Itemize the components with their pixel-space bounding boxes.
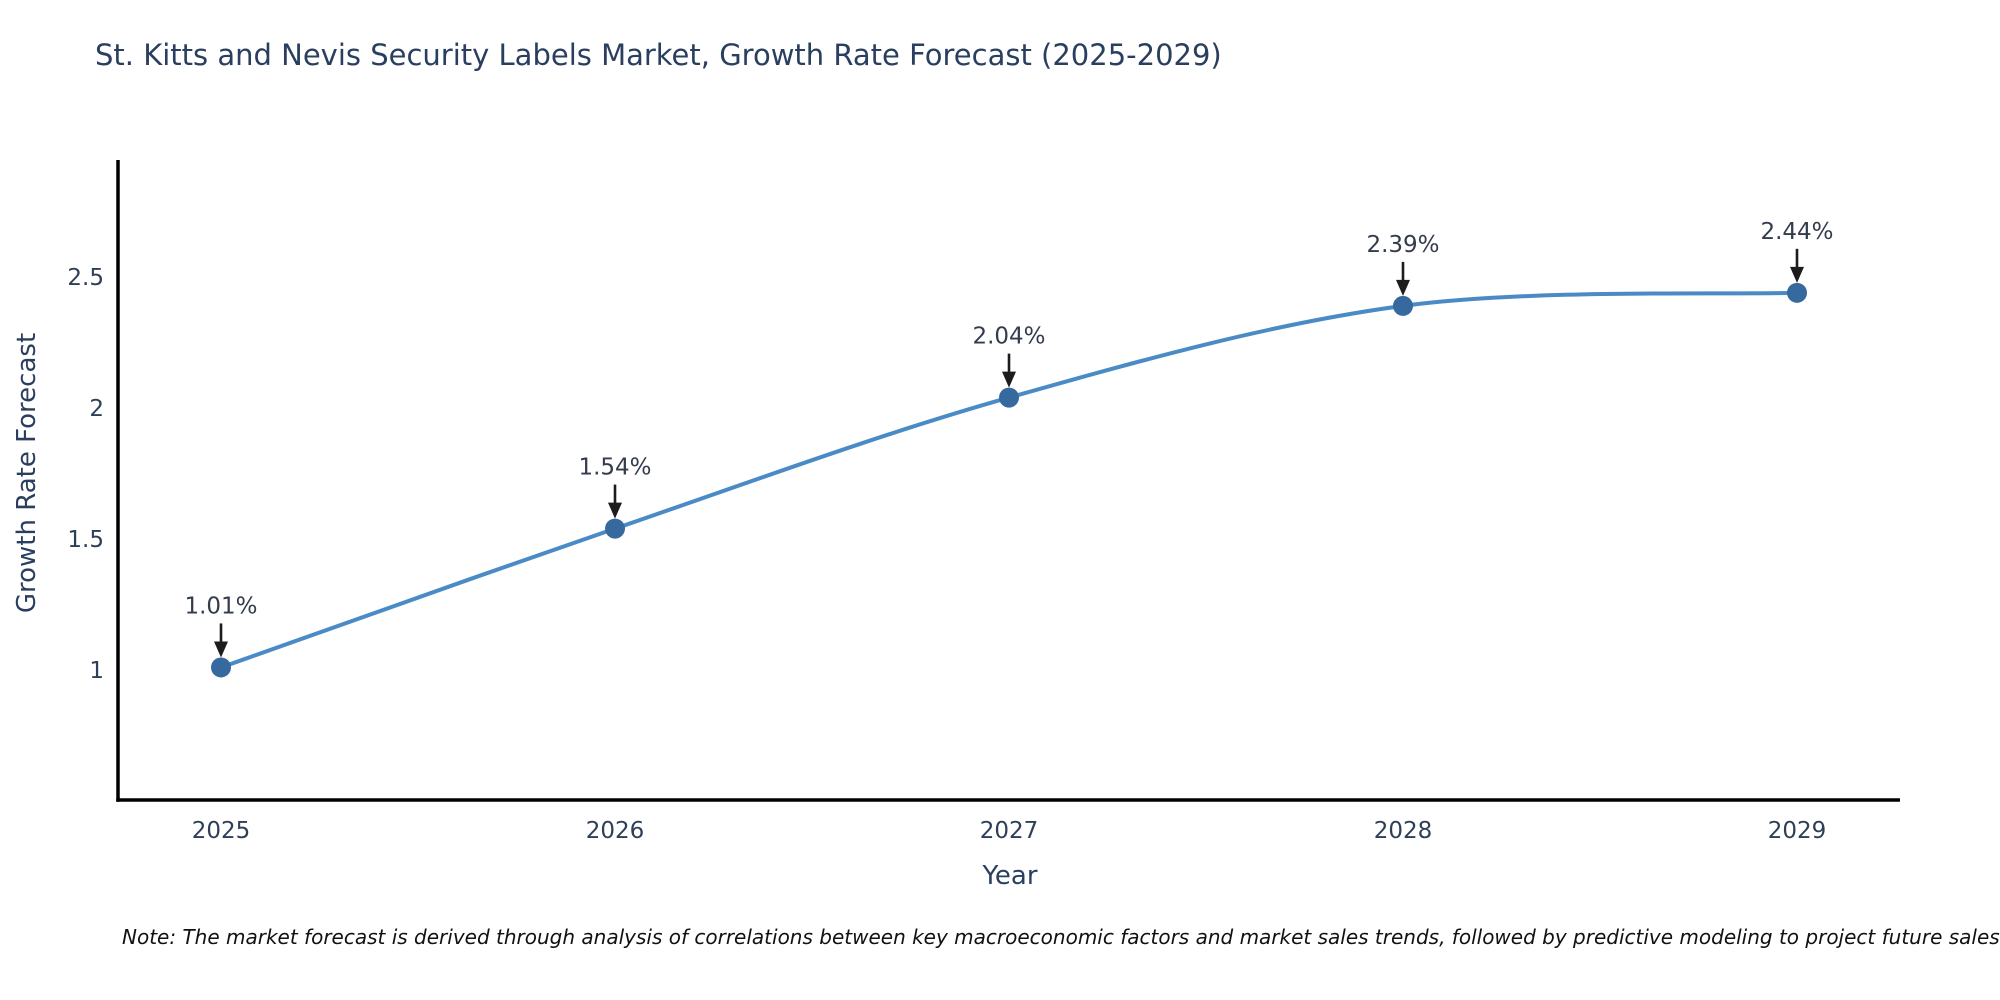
x-tick-label: 2025: [192, 818, 251, 844]
data-point-2027[interactable]: [999, 387, 1019, 408]
y-tick-label: 1.5: [67, 527, 104, 553]
annotation-arrowhead-icon: [1396, 279, 1410, 296]
y-tick-label: 2.5: [67, 265, 104, 291]
data-point-2025[interactable]: [211, 657, 231, 678]
x-axis-title: Year: [982, 861, 1038, 891]
chart-title: St. Kitts and Nevis Security Labels Mark…: [95, 38, 1222, 72]
data-point-2028[interactable]: [1393, 295, 1413, 316]
y-tick-label: 2: [89, 396, 104, 422]
annotation-arrowhead-icon: [608, 502, 622, 519]
footnote: Note: The market forecast is derived thr…: [122, 925, 2000, 949]
x-tick-label: 2029: [1768, 818, 1827, 844]
point-value-label: 2.39%: [1366, 232, 1439, 258]
point-value-label: 1.54%: [578, 455, 651, 481]
annotation-arrowhead-icon: [214, 641, 228, 658]
x-tick-label: 2028: [1374, 818, 1433, 844]
point-value-label: 2.44%: [1760, 219, 1833, 245]
x-tick-label: 2026: [586, 818, 645, 844]
x-tick-label: 2027: [980, 818, 1039, 844]
y-axis-title: Growth Rate Forecast: [12, 332, 42, 614]
data-point-2026[interactable]: [605, 518, 625, 539]
annotation-arrowhead-icon: [1790, 266, 1804, 283]
point-value-label: 1.01%: [184, 593, 257, 619]
y-tick-label: 1: [89, 658, 104, 684]
point-value-label: 2.04%: [972, 324, 1045, 350]
annotation-arrowhead-icon: [1002, 371, 1016, 388]
data-point-2029[interactable]: [1787, 282, 1807, 303]
